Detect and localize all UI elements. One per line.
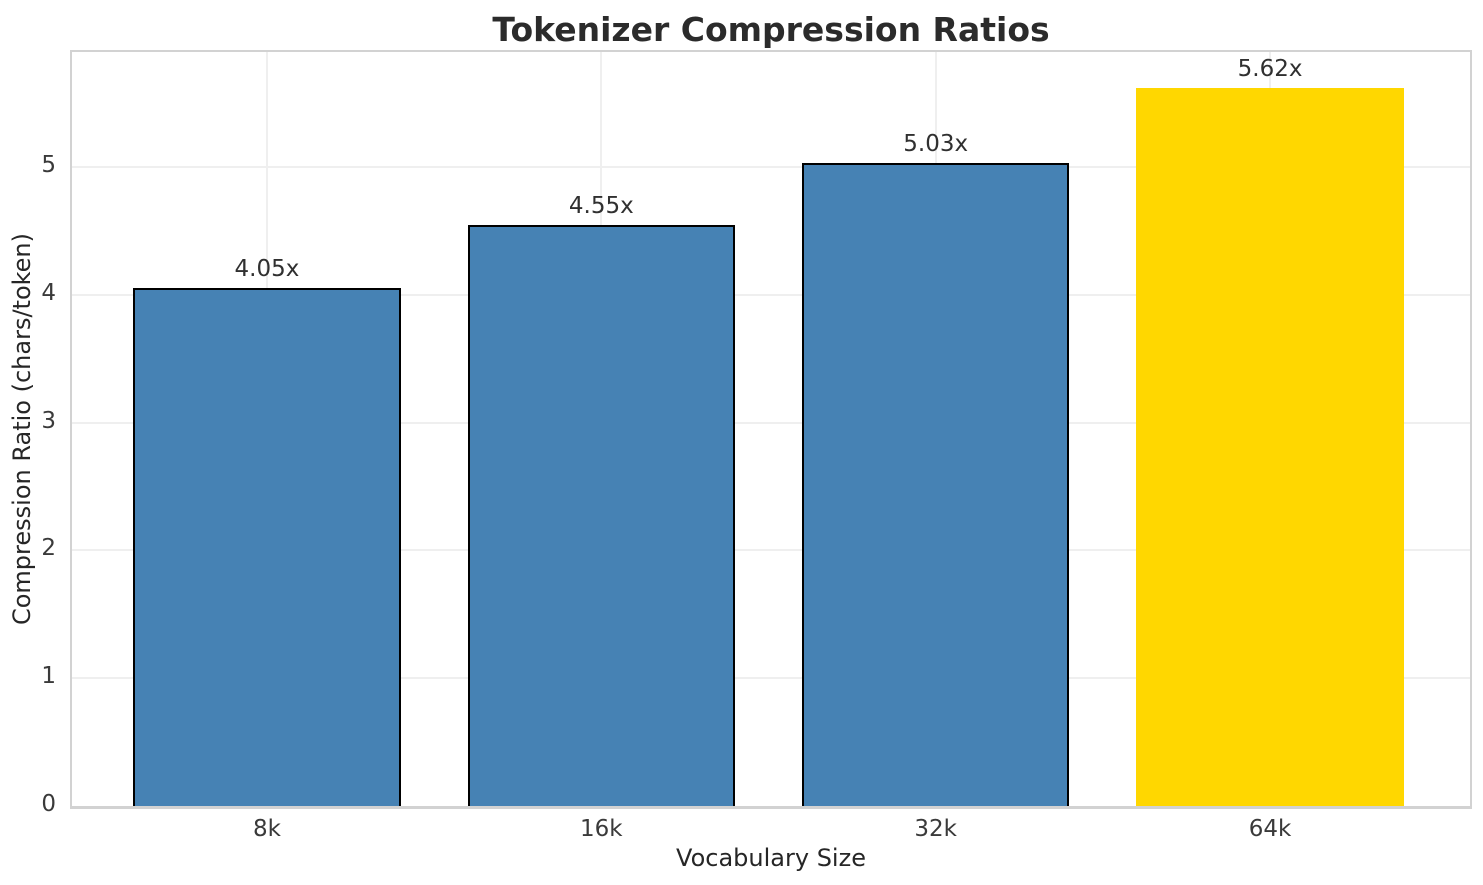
y-tick-label: 4 [41,279,56,306]
bottom-spine [70,806,1472,809]
horizontal-gridline [72,549,1470,552]
horizontal-gridline [72,166,1470,169]
chart-title: Tokenizer Compression Ratios [492,10,1050,49]
x-tick-label: 32k [914,816,957,842]
horizontal-gridline [72,677,1470,680]
y-tick-label: 5 [41,152,56,179]
bar-16k [467,224,736,806]
bar-value-label: 4.55x [568,192,634,219]
y-tick-label: 1 [41,663,56,690]
x-tick-label: 64k [1248,816,1292,842]
x-axis-label: Vocabulary Size [676,844,866,872]
horizontal-gridline [72,421,1470,424]
y-tick-label: 0 [41,791,56,817]
y-tick-label: 3 [41,407,56,434]
left-spine [70,52,72,808]
bar-8k [133,288,401,806]
x-tick-label: 16k [580,816,623,842]
bar-value-label: 4.05x [234,256,300,283]
top-spine [70,50,1472,52]
bar-32k [801,163,1070,806]
bar-value-label: 5.62x [1237,55,1303,82]
right-spine [1470,52,1472,808]
x-tick-label: 8k [252,816,281,842]
bar-value-label: 5.03x [903,131,969,158]
horizontal-gridline [72,293,1470,296]
y-tick-label: 2 [41,535,56,562]
bar-64k [1136,87,1404,806]
